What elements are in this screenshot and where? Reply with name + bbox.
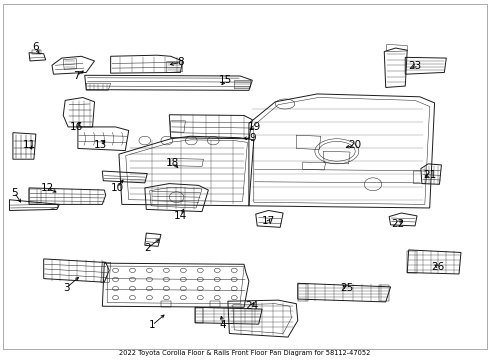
Text: 8: 8 — [177, 57, 184, 67]
Text: 3: 3 — [63, 283, 70, 293]
Text: 7: 7 — [73, 71, 80, 81]
Text: 14: 14 — [174, 211, 187, 221]
Text: 4: 4 — [220, 320, 226, 330]
Text: 20: 20 — [348, 140, 362, 150]
Text: 5: 5 — [11, 188, 18, 198]
Text: 21: 21 — [423, 170, 436, 180]
Text: 15: 15 — [219, 75, 232, 85]
Text: 19: 19 — [248, 122, 261, 132]
Text: 6: 6 — [32, 42, 39, 52]
Text: 16: 16 — [70, 122, 83, 132]
Text: 23: 23 — [408, 61, 422, 71]
Text: 17: 17 — [262, 216, 275, 226]
Text: 18: 18 — [166, 158, 179, 168]
Text: 11: 11 — [23, 140, 36, 150]
Text: 9: 9 — [249, 133, 256, 143]
Text: 1: 1 — [149, 320, 155, 330]
Text: 25: 25 — [340, 283, 353, 293]
Text: 2: 2 — [144, 243, 150, 253]
Text: 22: 22 — [391, 219, 404, 229]
Text: 2022 Toyota Corolla Floor & Rails Front Floor Pan Diagram for 58112-47052: 2022 Toyota Corolla Floor & Rails Front … — [119, 350, 371, 356]
Text: 26: 26 — [431, 262, 444, 272]
Text: 12: 12 — [41, 183, 54, 193]
Text: 10: 10 — [110, 183, 123, 193]
Text: 24: 24 — [245, 301, 259, 311]
Text: 13: 13 — [94, 140, 107, 150]
